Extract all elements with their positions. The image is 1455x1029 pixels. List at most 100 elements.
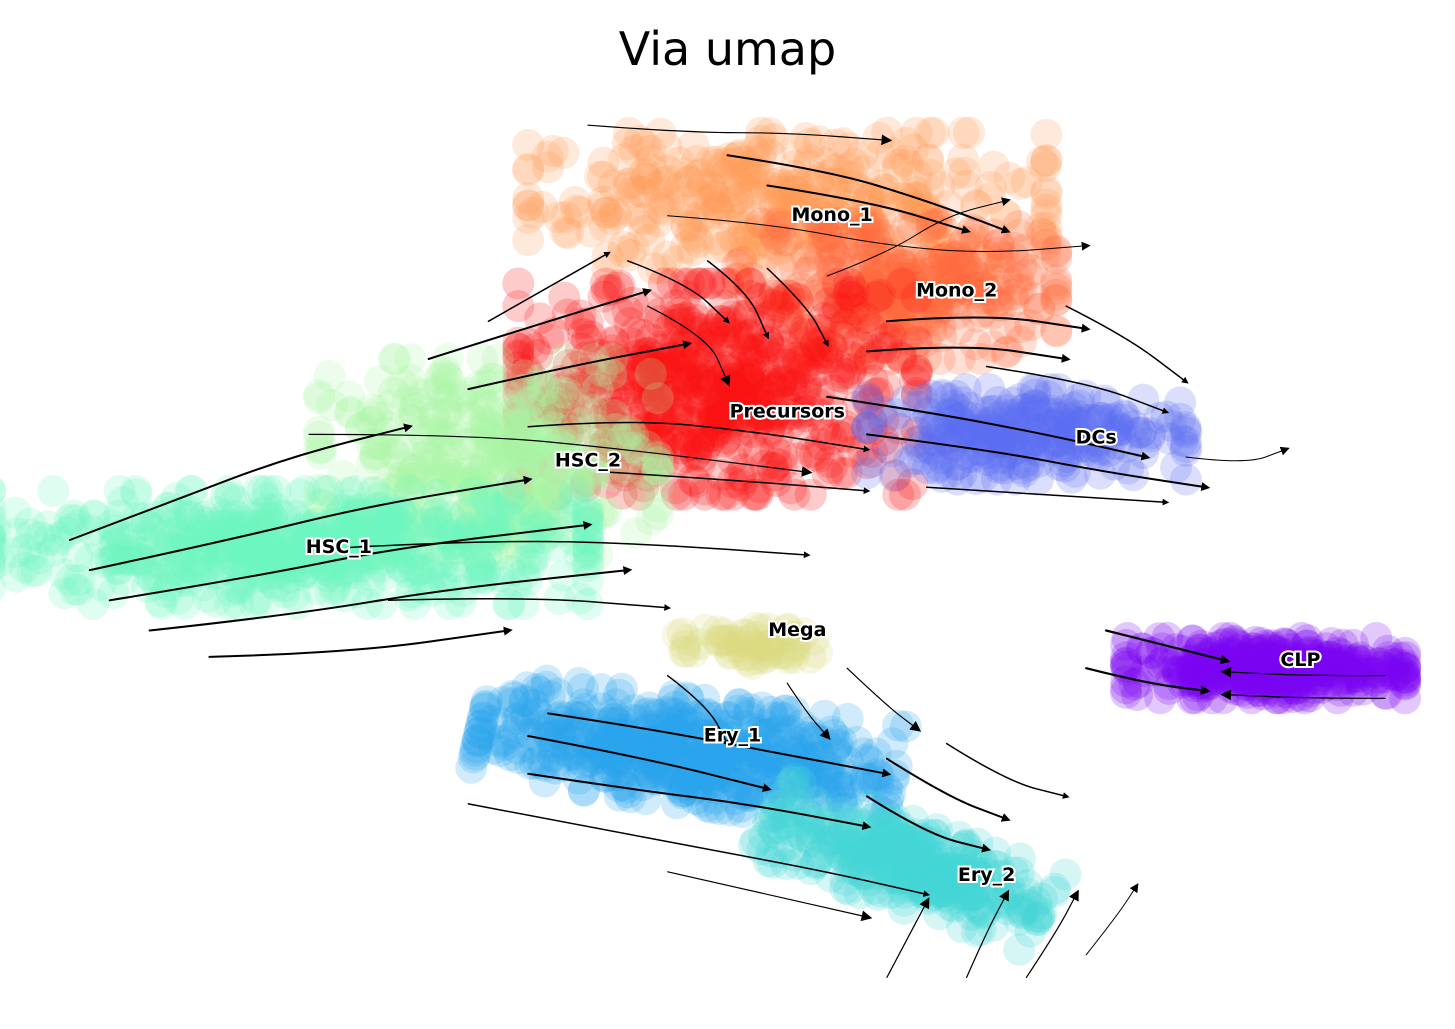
scatter-point (530, 372, 563, 405)
scatter-point (584, 160, 617, 193)
scatter-point (852, 180, 885, 212)
scatter-point (1023, 293, 1055, 325)
scatter-point (637, 354, 670, 387)
scatter-point (814, 232, 847, 264)
scatter-point (734, 177, 766, 210)
scatter-point (821, 291, 854, 324)
scatter-point (1030, 144, 1063, 177)
scatter-point (649, 186, 681, 219)
scatter-point (843, 228, 875, 261)
scatter-point (728, 462, 761, 495)
scatter-point (469, 412, 502, 445)
scatter-point (594, 405, 627, 437)
scatter-point (663, 172, 696, 204)
scatter-point (878, 316, 911, 349)
scatter-point (1040, 272, 1073, 305)
scatter-point (674, 165, 707, 198)
scatter-point (1002, 262, 1035, 295)
scatter-point (923, 343, 956, 375)
scatter-point (702, 386, 735, 419)
scatter-point (716, 391, 749, 424)
scatter-point (840, 268, 873, 301)
scatter-point (984, 247, 1017, 280)
scatter-point (839, 300, 871, 333)
scatter-point (823, 320, 856, 353)
scatter-point (882, 269, 915, 302)
scatter-point (650, 130, 683, 163)
scatter-point (684, 446, 717, 479)
scatter-point (361, 401, 394, 434)
scatter-point (699, 415, 732, 448)
scatter-point (1018, 282, 1051, 315)
scatter-point (911, 237, 943, 270)
scatter-point (775, 191, 808, 224)
scatter-point (753, 413, 785, 446)
scatter-point (508, 558, 540, 591)
scatter-point (603, 269, 636, 302)
scatter-point (952, 260, 985, 292)
scatter-point (847, 338, 880, 371)
scatter-point (1187, 666, 1220, 699)
scatter-point (802, 213, 835, 246)
scatter-point (980, 285, 1013, 318)
scatter-point (982, 229, 1015, 262)
scatter-point (915, 210, 948, 243)
scatter-point (762, 287, 795, 320)
scatter-point (826, 208, 858, 241)
scatter-point (665, 354, 698, 387)
scatter-point (744, 398, 777, 431)
scatter-point (689, 473, 722, 506)
scatter-point (931, 272, 964, 305)
streamline (1085, 883, 1139, 956)
scatter-point (754, 138, 787, 171)
scatter-point (607, 235, 640, 268)
scatter-point (1029, 238, 1062, 270)
scatter-point (712, 267, 745, 300)
scatter-point (1003, 218, 1036, 251)
scatter-point (502, 290, 535, 323)
scatter-point (790, 373, 822, 406)
scatter-point (860, 225, 893, 258)
scatter-point (721, 248, 754, 281)
scatter-point (810, 194, 843, 227)
scatter-point (735, 335, 768, 368)
scatter-point (751, 325, 784, 357)
scatter-point (647, 166, 680, 199)
scatter-point (755, 228, 788, 261)
scatter-point (837, 293, 870, 326)
scatter-point (680, 311, 713, 344)
scatter-point (892, 286, 925, 319)
scatter-point (628, 203, 661, 236)
scatter-point (528, 765, 561, 798)
scatter-point (679, 221, 712, 254)
scatter-point (847, 279, 880, 312)
scatter-point (1030, 219, 1063, 252)
scatter-point (502, 466, 535, 499)
scatter-point (475, 490, 508, 523)
scatter-point (693, 338, 725, 371)
scatter-point (914, 280, 947, 313)
scatter-point (903, 291, 936, 324)
scatter-point (693, 767, 726, 800)
scatter-point (812, 342, 844, 375)
scatter-point (848, 207, 881, 240)
scatter-point (726, 329, 759, 362)
scatter-point (681, 178, 714, 211)
scatter-point (830, 456, 863, 489)
scatter-point (759, 434, 792, 467)
scatter-point (651, 154, 684, 187)
scatter-point (628, 214, 660, 247)
scatter-point (708, 478, 741, 511)
scatter-point (815, 254, 848, 287)
scatter-point (900, 380, 933, 412)
scatter-point (721, 263, 754, 296)
scatter-point (1006, 892, 1039, 925)
scatter-point (723, 138, 756, 171)
scatter-point (811, 201, 844, 234)
scatter-point (577, 365, 610, 398)
scatter-point (891, 249, 924, 282)
scatter-point (775, 169, 807, 202)
scatter-point (819, 177, 852, 209)
scatter-point (798, 279, 831, 312)
scatter-point (635, 403, 668, 436)
